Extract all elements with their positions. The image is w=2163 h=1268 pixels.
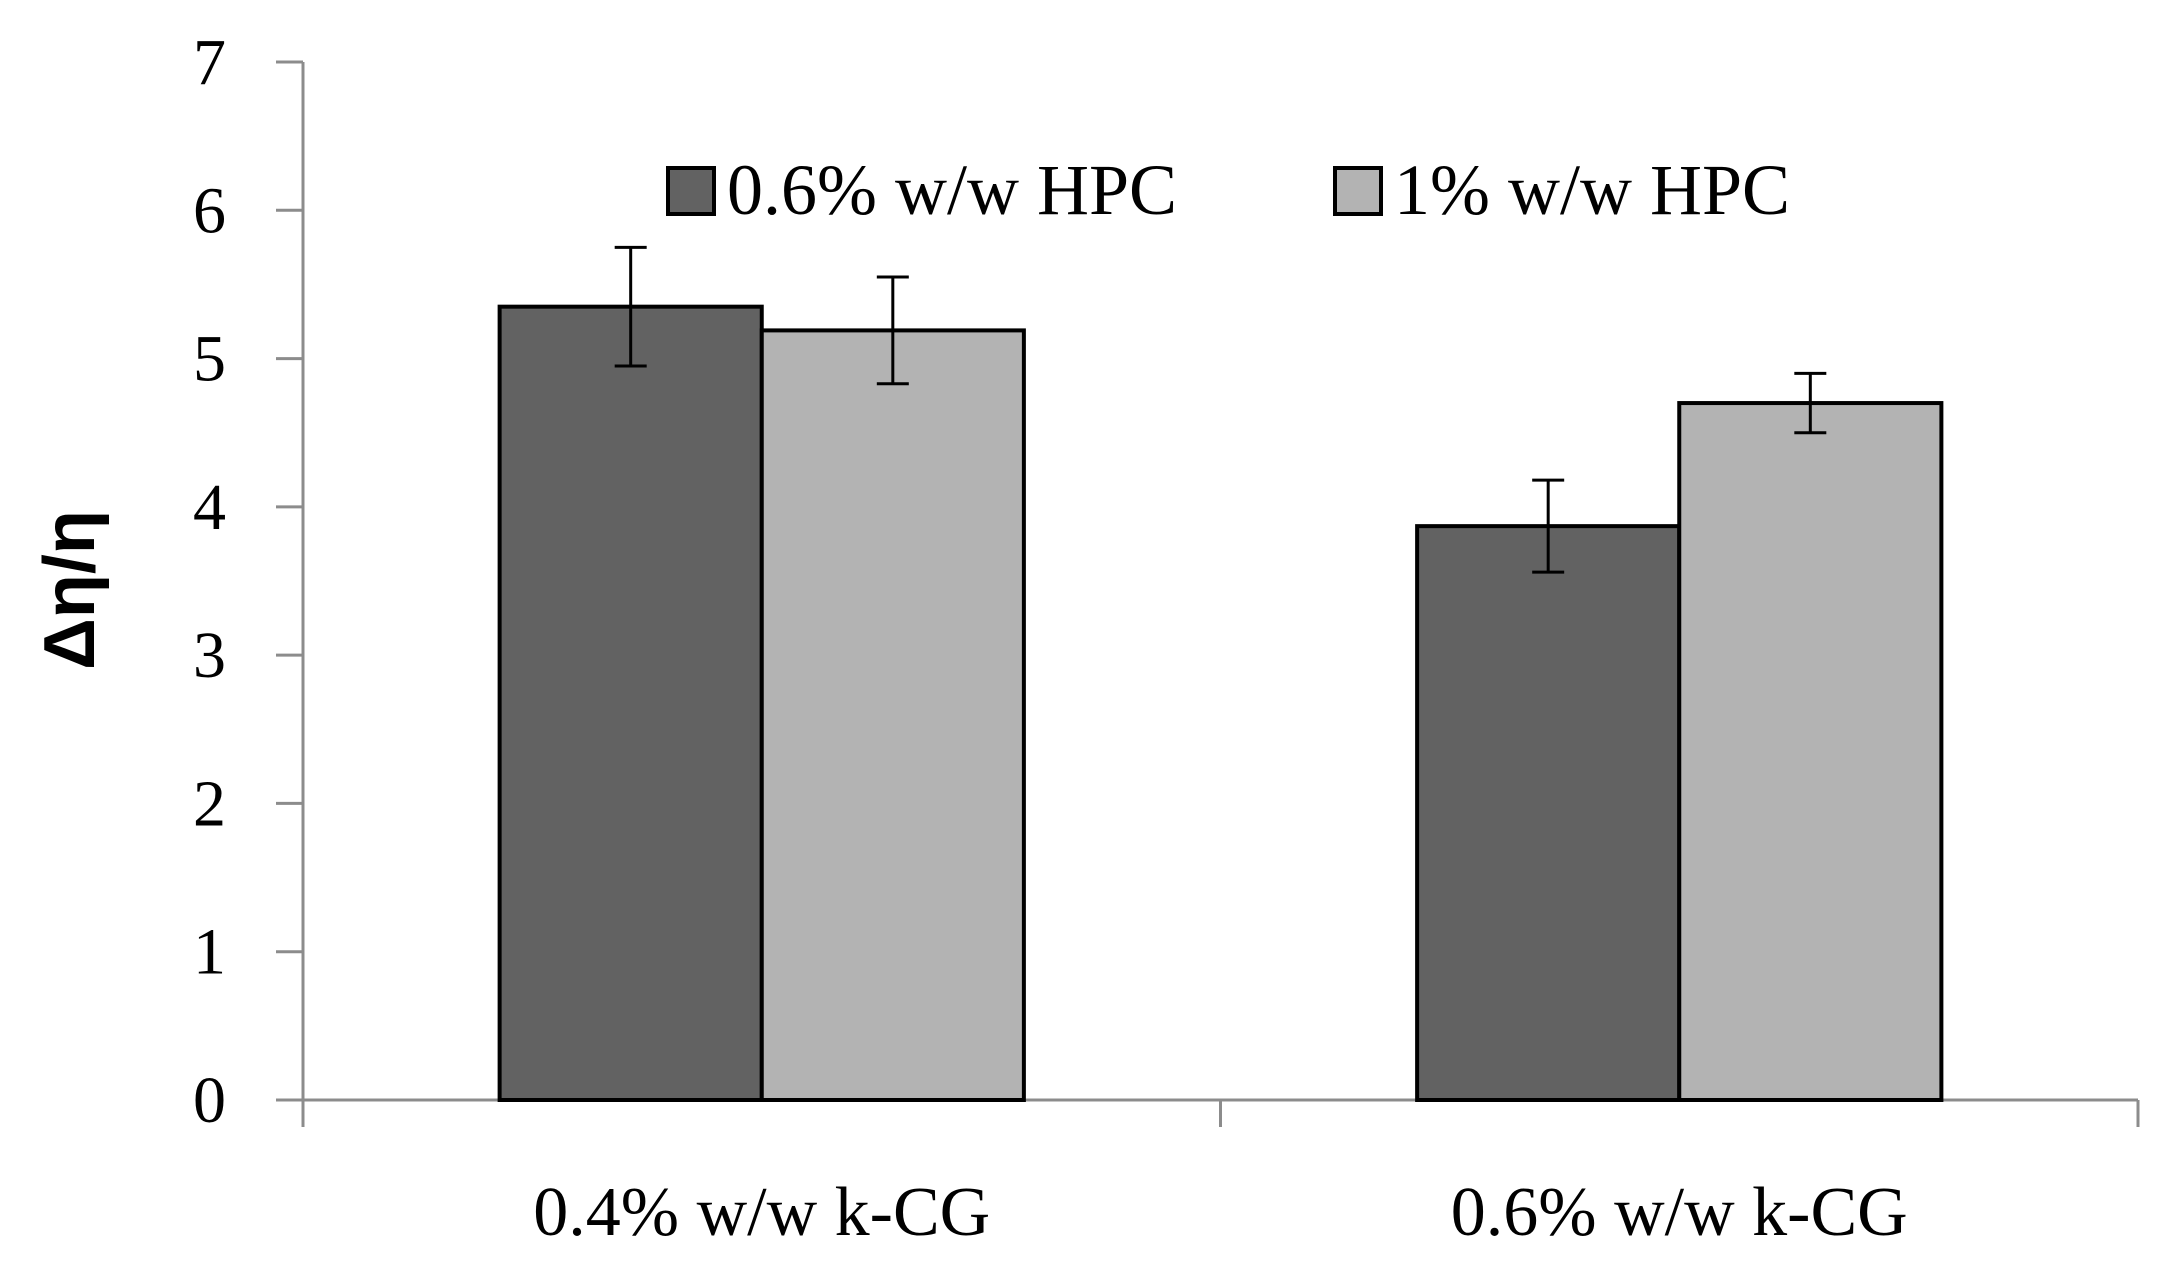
y-tick-label-6: 6 [193, 174, 226, 247]
bars [497, 304, 1944, 1102]
y-axis-label: Δη/η [30, 510, 110, 670]
legend-label-series-0: 0.6% w/w HPC [727, 150, 1177, 230]
legend: 0.6% w/w HPC 1% w/w HPC [666, 150, 1790, 230]
y-tick-label-1: 1 [193, 916, 226, 989]
legend-swatch-series-0 [666, 166, 716, 216]
y-tick-label-0: 0 [193, 1064, 226, 1137]
error-bars [614, 245, 1827, 574]
bar-1-1 [1677, 401, 1944, 1102]
bar-0-0 [497, 304, 764, 1102]
legend-label-series-1: 1% w/w HPC [1394, 150, 1790, 230]
x-category-label-1: 0.6% w/w k-CG [1451, 1174, 1908, 1251]
legend-swatch-series-1 [1333, 166, 1383, 216]
y-tick-label-4: 4 [193, 471, 226, 544]
y-tick-label-3: 3 [193, 619, 226, 692]
bar-1-0 [1415, 524, 1682, 1102]
y-tick-label-7: 7 [193, 26, 226, 99]
y-tick-label-2: 2 [193, 767, 226, 840]
y-axis-title: Δη/η [30, 510, 110, 670]
tick-labels: 0 1 2 3 4 5 6 7 0.4% w/w k-CG 0.6% w/w k-CG [193, 26, 1908, 1251]
y-tick-label-5: 5 [193, 323, 226, 396]
bar-0-1 [759, 328, 1026, 1102]
x-category-label-0: 0.4% w/w k-CG [533, 1174, 990, 1251]
